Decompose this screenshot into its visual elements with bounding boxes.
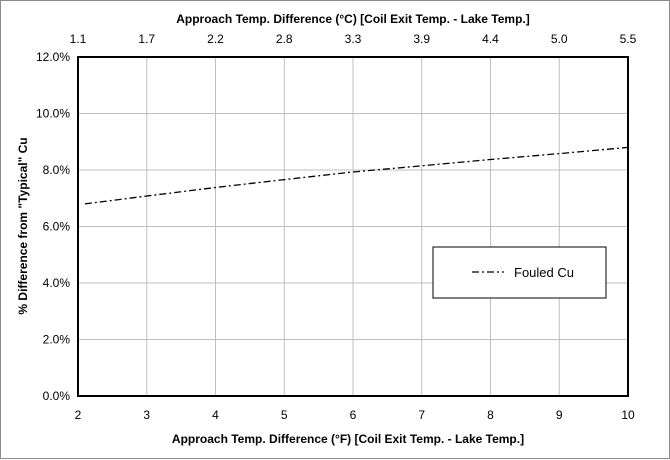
legend-box — [432, 246, 607, 299]
y-tick-label: 12.0% — [36, 50, 70, 64]
y-tick-label: 0.0% — [43, 389, 71, 403]
y-tick-label: 6.0% — [43, 220, 71, 234]
x-tick-label: 7 — [418, 408, 425, 422]
x2-tick-label: 2.2 — [207, 32, 224, 46]
x2-tick-label: 1.7 — [138, 32, 155, 46]
x-tick-label: 8 — [487, 408, 494, 422]
x-axis-title: Approach Temp. Difference (°F) [Coil Exi… — [172, 432, 524, 446]
y-tick-label: 2.0% — [43, 333, 71, 347]
x2-tick-label: 2.8 — [276, 32, 293, 46]
y-tick-label: 8.0% — [43, 163, 71, 177]
x2-tick-label: 5.0 — [551, 32, 568, 46]
x-tick-labels-top: 1.1 1.7 2.2 2.8 3.3 3.9 4.4 5.0 5.5 — [70, 32, 637, 46]
x2-tick-label: 5.5 — [620, 32, 637, 46]
x2-axis-title: Approach Temp. Difference (°C) [Coil Exi… — [176, 12, 530, 26]
series-layer — [84, 146, 629, 205]
x-tick-label: 5 — [281, 408, 288, 422]
y-tick-label: 4.0% — [43, 276, 71, 290]
plot-area-border — [77, 56, 629, 397]
x2-tick-label: 1.1 — [70, 32, 87, 46]
y-axis-title: % Difference from "Typical" Cu — [16, 137, 30, 314]
x2-tick-label: 3.3 — [345, 32, 362, 46]
y-tick-labels: 0.0% 2.0% 4.0% 6.0% 8.0% 10.0% 12.0% — [36, 50, 70, 403]
y-tick-label: 10.0% — [36, 107, 70, 121]
grid-layer — [78, 57, 628, 396]
legend: Fouled Cu — [432, 246, 607, 299]
x-tick-label: 2 — [75, 408, 82, 422]
x2-tick-label: 4.4 — [482, 32, 499, 46]
x-tick-label: 3 — [143, 408, 150, 422]
x-tick-label: 4 — [212, 408, 219, 422]
x-tick-label: 6 — [350, 408, 357, 422]
x2-tick-label: 3.9 — [413, 32, 430, 46]
x-tick-label: 10 — [621, 408, 635, 422]
x-tick-label: 9 — [556, 408, 563, 422]
x-tick-labels-bottom: 2 3 4 5 6 7 8 9 10 — [75, 408, 635, 422]
legend-label: Fouled Cu — [514, 265, 574, 280]
series-line-fouled-cu — [84, 146, 629, 205]
